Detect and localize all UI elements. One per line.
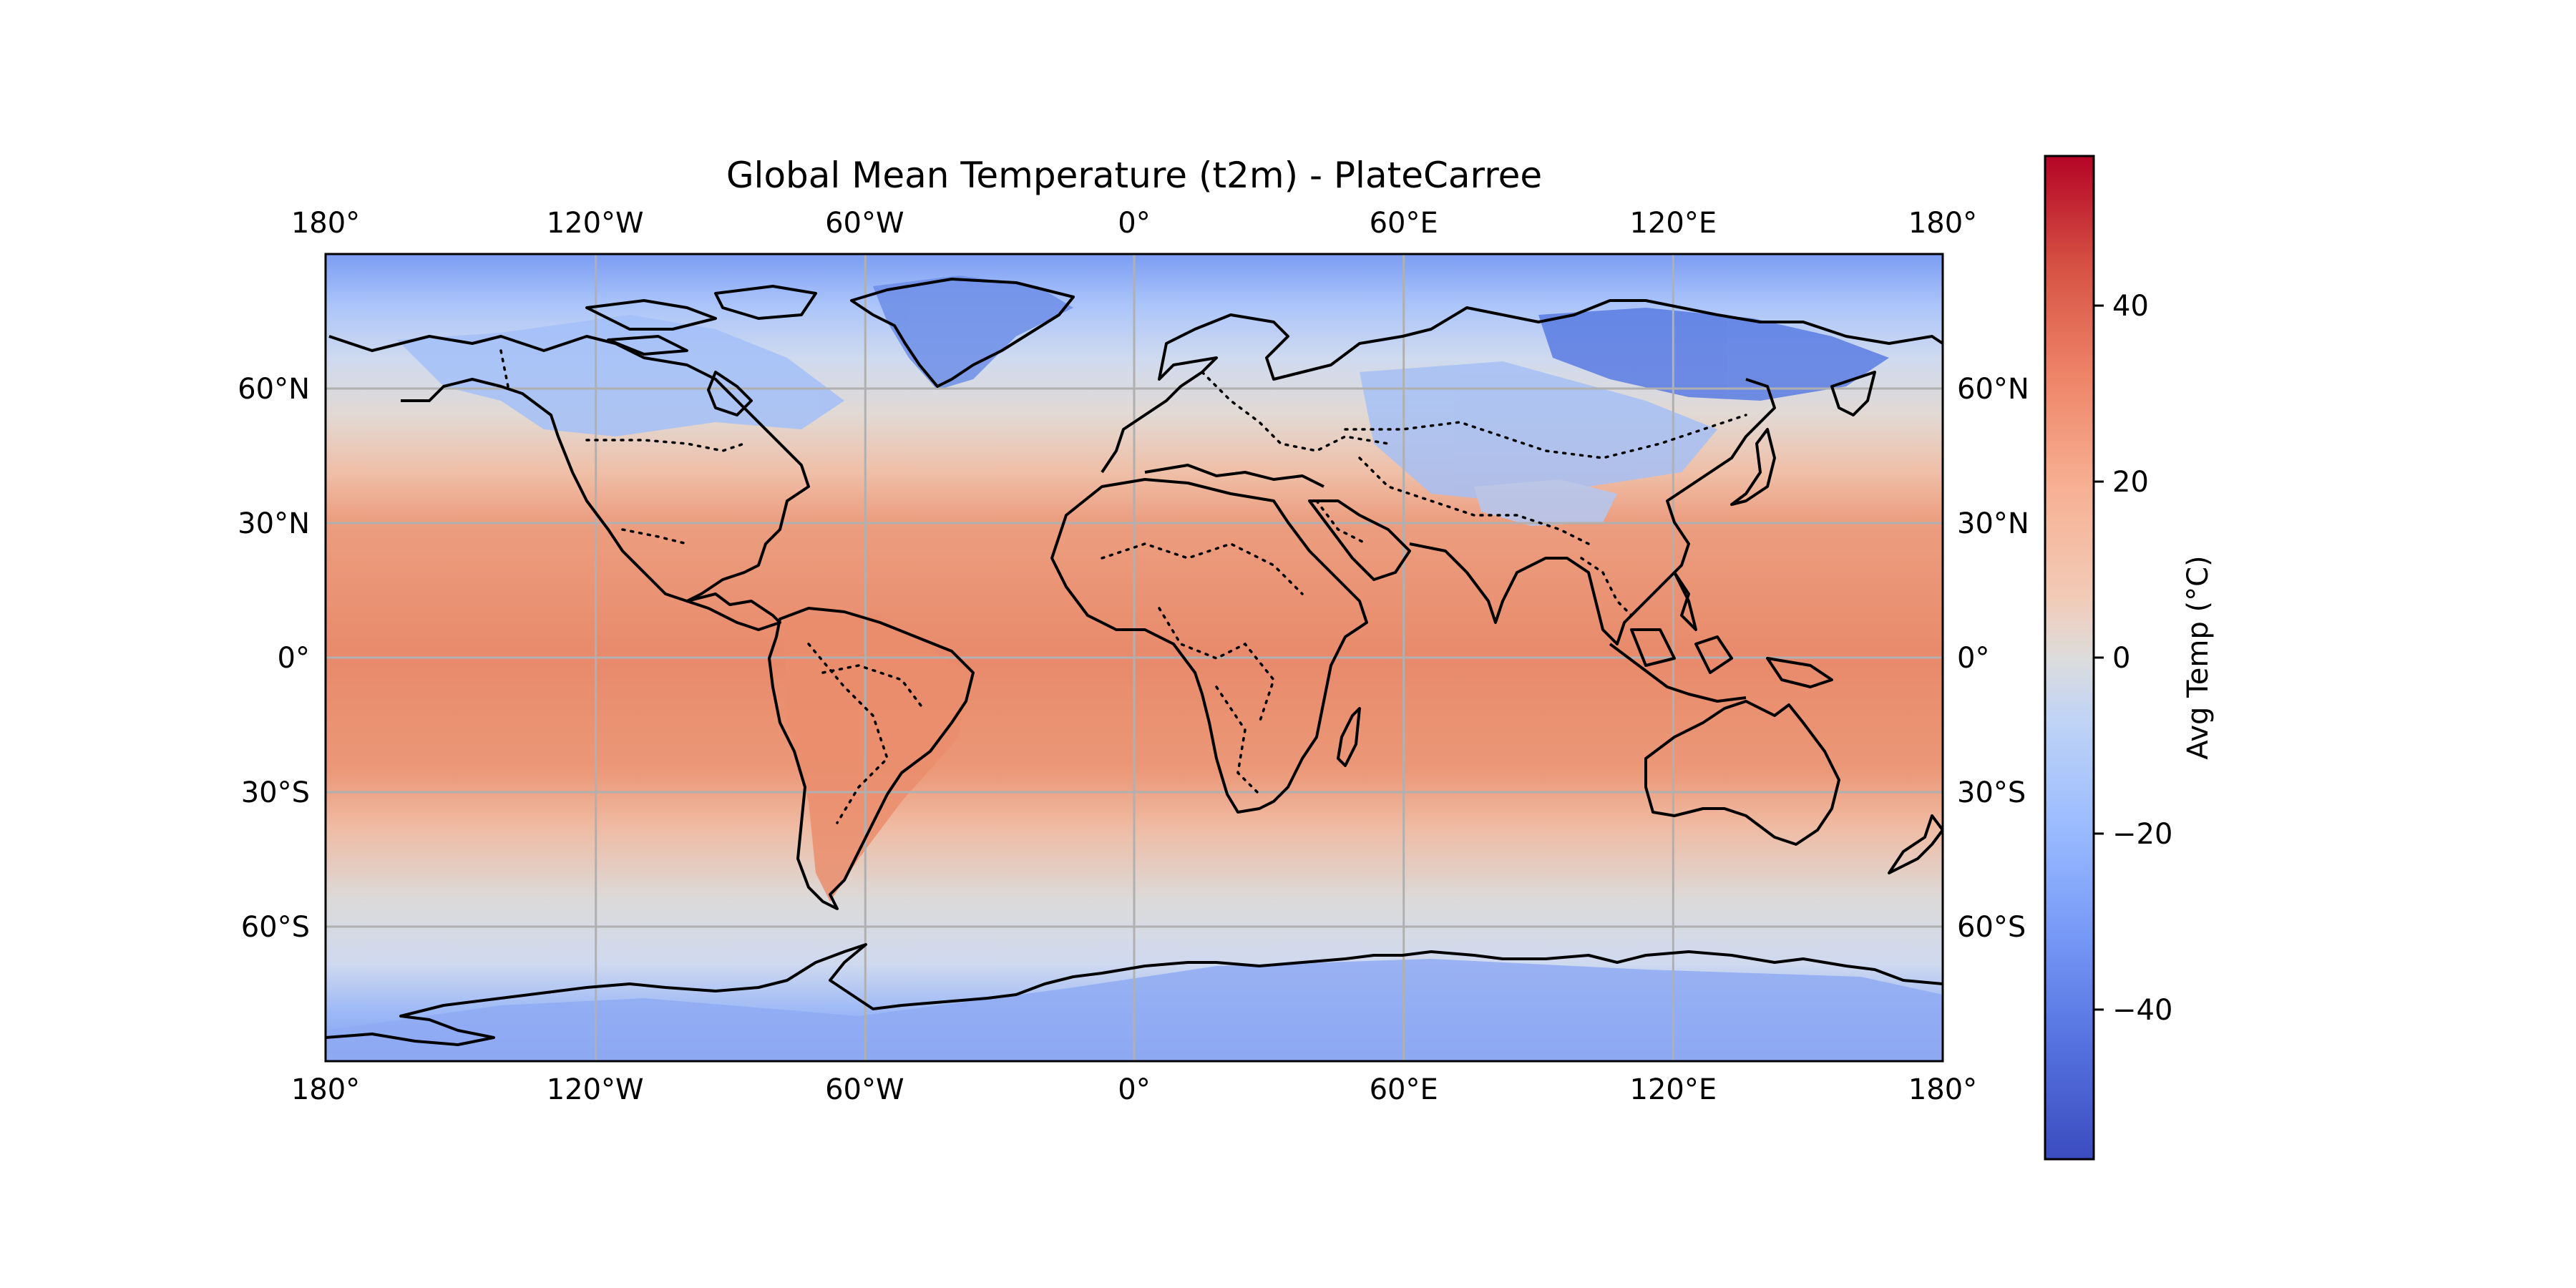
lon-tick-label: 120°E [1630, 207, 1717, 240]
lon-tick-labels-bottom: 180° 120°W 60°W 0° 60°E 120°E 180° [291, 1073, 1977, 1106]
lon-tick-label: 60°W [825, 1073, 904, 1106]
lat-tick-label: 60°N [238, 373, 310, 406]
colorbar-tick-label: 20 [2112, 466, 2149, 499]
colorbar-tick-label: 40 [2112, 290, 2149, 323]
mediterranean [1144, 464, 1324, 488]
south-america-warm [784, 615, 966, 902]
siberia-cold [1538, 308, 1889, 401]
lat-tick-label: 30°S [241, 776, 310, 809]
coastlines [326, 278, 1943, 1046]
lon-tick-label: 60°E [1370, 1073, 1438, 1106]
lon-tick-label: 180° [291, 1073, 360, 1106]
lon-tick-label: 60°E [1370, 207, 1438, 240]
lat-tick-label: 30°N [1957, 507, 2029, 540]
colorbar-tick-label: −40 [2112, 994, 2172, 1027]
greenland-cold [873, 275, 1073, 390]
lat-tick-label: 0° [1957, 642, 1989, 675]
lat-tick-label: 60°N [1957, 373, 2029, 406]
canada-cold [397, 315, 844, 436]
tibet-cold [1474, 479, 1617, 526]
lon-tick-label: 120°W [547, 207, 644, 240]
lon-tick-label: 120°E [1630, 1073, 1717, 1106]
lon-tick-label: 0° [1118, 1073, 1150, 1106]
country-borders [499, 349, 1747, 824]
colorbar: 40 20 0 −20 −40 Avg Temp (°C) [2044, 155, 2215, 1161]
africa-coast [1050, 478, 1368, 814]
indonesia [1609, 628, 1833, 703]
new-zealand [1888, 814, 1943, 874]
colorbar-gradient [2044, 155, 2095, 1161]
lat-tick-label: 0° [278, 642, 310, 675]
lat-tick-label: 60°S [241, 911, 310, 944]
antarctica-coast [326, 943, 1943, 1046]
greenland-coast [850, 278, 1075, 388]
kamchatka [1830, 371, 1876, 416]
map-axes [326, 254, 1943, 1061]
lon-tick-label: 60°W [825, 207, 904, 240]
lat-tick-label: 30°S [1957, 776, 2026, 809]
australia-coast [1644, 700, 1840, 846]
lat-tick-label: 60°S [1957, 911, 2026, 944]
hudson-bay [707, 371, 753, 416]
map-frame [324, 253, 1944, 1063]
south-america-coast [768, 607, 975, 910]
lon-tick-label: 0° [1118, 207, 1150, 240]
philippines [1673, 571, 1697, 631]
lat-tick-labels-right: 60°N 30°N 0° 30°S 60°S [1957, 373, 2029, 944]
colorbar-ticks: 40 20 0 −20 −40 [2094, 290, 2172, 1027]
lat-tick-labels-left: 60°N 30°N 0° 30°S 60°S [238, 373, 310, 944]
map-title: Global Mean Temperature (t2m) - PlateCar… [726, 155, 1542, 196]
lon-tick-label: 180° [1908, 1073, 1977, 1106]
lon-tick-label: 180° [1908, 207, 1977, 240]
lon-tick-labels-top: 180° 120°W 60°W 0° 60°E 120°E 180° [291, 207, 1977, 240]
colorbar-tick-label: −20 [2112, 818, 2172, 851]
colorbar-label: Avg Temp (°C) [2182, 555, 2215, 759]
colorbar-tick-label: 0 [2112, 642, 2130, 675]
asia-cold [1360, 361, 1717, 501]
madagascar [1337, 707, 1361, 767]
lon-tick-label: 120°W [547, 1073, 644, 1106]
europe-coast [1101, 299, 1943, 474]
lat-tick-label: 30°N [238, 507, 310, 540]
arctic-islands [585, 285, 817, 356]
lon-tick-label: 180° [291, 207, 360, 240]
arabia-coast [1308, 499, 1411, 581]
japan [1730, 428, 1776, 506]
